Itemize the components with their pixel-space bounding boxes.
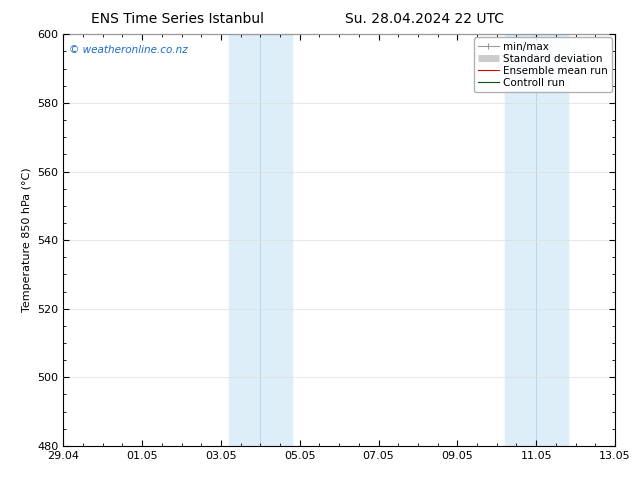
Legend: min/max, Standard deviation, Ensemble mean run, Controll run: min/max, Standard deviation, Ensemble me… (474, 37, 612, 92)
Text: ENS Time Series Istanbul: ENS Time Series Istanbul (91, 12, 264, 26)
Y-axis label: Temperature 850 hPa (°C): Temperature 850 hPa (°C) (22, 168, 32, 313)
Text: Su. 28.04.2024 22 UTC: Su. 28.04.2024 22 UTC (346, 12, 504, 26)
Bar (505, 34, 536, 446)
Bar (261, 34, 292, 446)
Bar (536, 34, 567, 446)
Text: © weatheronline.co.nz: © weatheronline.co.nz (69, 45, 188, 54)
Bar (229, 34, 261, 446)
